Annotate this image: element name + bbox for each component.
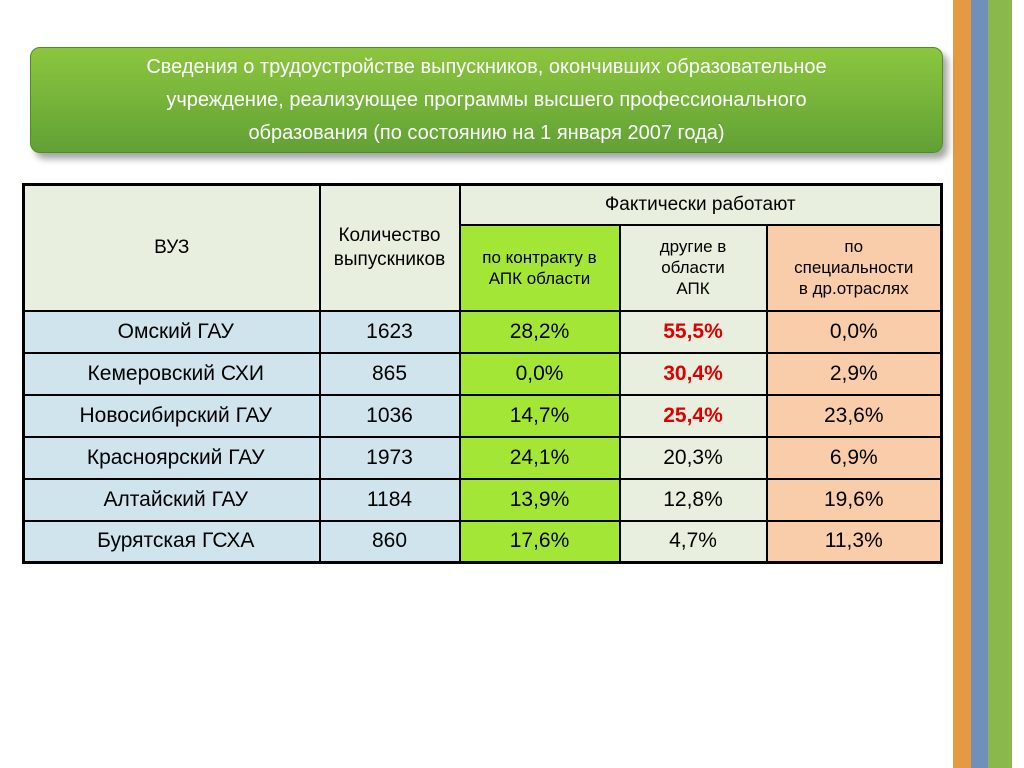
header-other-line: области bbox=[661, 258, 725, 277]
other-cell: 30,4% bbox=[618, 351, 768, 396]
header-spec-line: специальности bbox=[794, 258, 914, 277]
spec-cell: 0,0% bbox=[765, 309, 943, 354]
other-cell: 20,3% bbox=[618, 435, 768, 480]
header-count-line: Количество bbox=[338, 224, 441, 246]
other-cell: 55,5% bbox=[618, 309, 768, 354]
vuz-name-cell: Новосибирский ГАУ bbox=[22, 393, 321, 438]
header-fact-group: Фактически работают bbox=[458, 183, 943, 226]
title-line: Сведения о трудоустройстве выпускников, … bbox=[146, 55, 827, 78]
spec-cell: 23,6% bbox=[765, 393, 943, 438]
header-other: другие в области АПК bbox=[618, 223, 768, 312]
table-row: Кемеровский СХИ 865 0,0% 30,4% 2,9% bbox=[22, 351, 943, 396]
header-vuz: ВУЗ bbox=[22, 183, 321, 312]
contract-cell: 28,2% bbox=[458, 309, 621, 354]
spec-cell: 2,9% bbox=[765, 351, 943, 396]
count-cell: 1036 bbox=[318, 393, 461, 438]
other-cell: 4,7% bbox=[618, 519, 768, 564]
count-cell: 1973 bbox=[318, 435, 461, 480]
count-cell: 1623 bbox=[318, 309, 461, 354]
vuz-name-cell: Омский ГАУ bbox=[22, 309, 321, 354]
slide-title-banner: Сведения о трудоустройстве выпускников, … bbox=[30, 47, 943, 153]
vuz-name-cell: Бурятская ГСХА bbox=[22, 519, 321, 564]
header-contract-line: по контракту в bbox=[482, 247, 597, 267]
header-count: Количество выпускников bbox=[318, 183, 461, 312]
other-cell: 25,4% bbox=[618, 393, 768, 438]
header-row-sub: по контракту в АПК области другие в обла… bbox=[24, 223, 943, 312]
table-row: Бурятская ГСХА 860 17,6% 4,7% 11,3% bbox=[22, 519, 943, 564]
right-stripe-orange bbox=[953, 0, 971, 768]
contract-cell: 24,1% bbox=[458, 435, 621, 480]
header-contract: по контракту в АПК области bbox=[458, 223, 621, 312]
header-count-line: выпускников bbox=[333, 248, 446, 270]
header-other-line: другие в bbox=[659, 237, 727, 256]
other-cell: 12,8% bbox=[618, 477, 768, 522]
contract-cell: 0,0% bbox=[458, 351, 621, 396]
spec-cell: 19,6% bbox=[765, 477, 943, 522]
header-spec: по специальности в др.отраслях bbox=[765, 223, 943, 312]
count-cell: 1184 bbox=[318, 477, 461, 522]
employment-table: ВУЗ Количество выпускников Фактически ра… bbox=[22, 183, 944, 564]
title-line: образования (по состоянию на 1 января 20… bbox=[248, 121, 725, 144]
vuz-name-cell: Кемеровский СХИ bbox=[22, 351, 321, 396]
header-row-top: ВУЗ Количество выпускников Фактически ра… bbox=[22, 183, 943, 312]
contract-cell: 13,9% bbox=[458, 477, 621, 522]
contract-cell: 17,6% bbox=[458, 519, 621, 564]
table-row: Красноярский ГАУ 1973 24,1% 20,3% 6,9% bbox=[22, 435, 943, 480]
header-other-line: АПК bbox=[676, 279, 710, 298]
vuz-name-cell: Красноярский ГАУ bbox=[22, 435, 321, 480]
spec-cell: 11,3% bbox=[765, 519, 943, 564]
count-cell: 865 bbox=[318, 351, 461, 396]
count-cell: 860 bbox=[318, 519, 461, 564]
title-line: учреждение, реализующее программы высшег… bbox=[166, 88, 807, 111]
header-contract-line: АПК области bbox=[488, 268, 591, 288]
table-row: Новосибирский ГАУ 1036 14,7% 25,4% 23,6% bbox=[22, 393, 943, 438]
header-spec-line: по bbox=[844, 237, 864, 256]
table-row: Омский ГАУ 1623 28,2% 55,5% 0,0% bbox=[22, 309, 943, 354]
right-stripe-green bbox=[988, 0, 1012, 768]
table-row: Алтайский ГАУ 1184 13,9% 12,8% 19,6% bbox=[22, 477, 943, 522]
contract-cell: 14,7% bbox=[458, 393, 621, 438]
vuz-name-cell: Алтайский ГАУ bbox=[22, 477, 321, 522]
spec-cell: 6,9% bbox=[765, 435, 943, 480]
right-stripe-blue bbox=[971, 0, 988, 768]
header-spec-line: в др.отраслях bbox=[798, 279, 909, 298]
